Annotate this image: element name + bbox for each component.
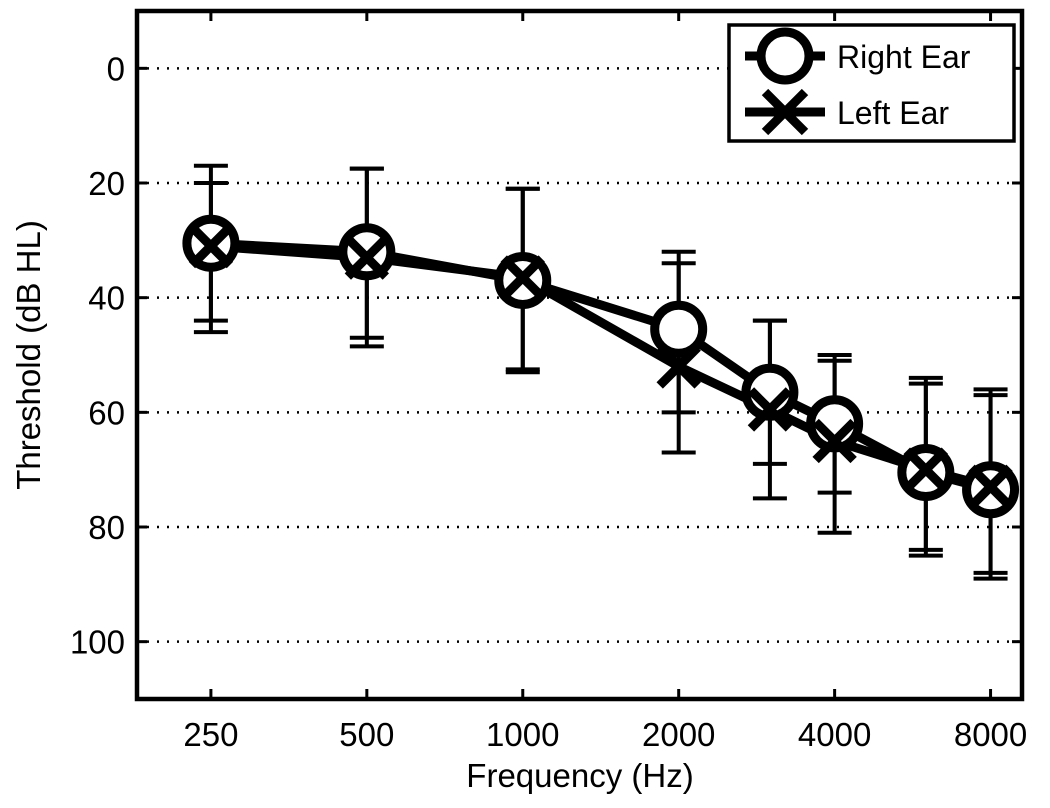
series-layer: [182, 163, 1020, 581]
y-tick-label: 20: [88, 165, 125, 202]
y-tick-label: 80: [88, 509, 125, 546]
y-tick-label: 100: [70, 624, 125, 661]
data-point-x: [344, 235, 390, 280]
y-axis-title: Threshold (dB HL): [10, 220, 47, 490]
x-tick-label: 500: [339, 716, 394, 753]
error-bar: [661, 261, 696, 455]
legend-marker-circle: [756, 27, 814, 85]
legend-marker-x: [761, 88, 809, 136]
data-point-circle: [741, 363, 799, 421]
data-point-x: [188, 223, 234, 269]
legend: Right Ear Left Ear: [727, 23, 1016, 143]
grid-layer: [137, 67, 1022, 643]
series-left-ear: [193, 166, 1008, 581]
data-point-x: [500, 255, 545, 300]
legend-label-left-ear: Left Ear: [837, 95, 949, 131]
plot-frame: [134, 8, 1025, 702]
y-tick-label: 60: [88, 394, 125, 431]
data-point-circle: [650, 300, 708, 358]
y-tick-label: 0: [107, 50, 125, 87]
series-right-ear: [193, 163, 1008, 575]
x-tick-label: 4000: [798, 716, 871, 753]
data-point-x: [903, 447, 949, 492]
legend-label-right-ear: Right Ear: [837, 39, 971, 75]
x-tick-label: 250: [183, 716, 238, 753]
data-point-x: [747, 387, 793, 432]
data-point-x: [656, 344, 701, 389]
data-point-circle: [806, 395, 864, 453]
x-tick-label: 8000: [954, 716, 1027, 753]
series-line: [210, 241, 992, 492]
x-axis-title: Frequency (Hz): [466, 757, 693, 794]
data-point-x: [968, 464, 1013, 510]
x-tick-label: 1000: [486, 716, 559, 753]
data-point-x: [812, 418, 857, 464]
y-tick-label: 40: [88, 280, 125, 317]
x-tick-label: 2000: [642, 716, 715, 753]
tick-layer: 0 20 40 60 80 100 250 500 1000 2000 4000 8000: [70, 11, 1027, 753]
